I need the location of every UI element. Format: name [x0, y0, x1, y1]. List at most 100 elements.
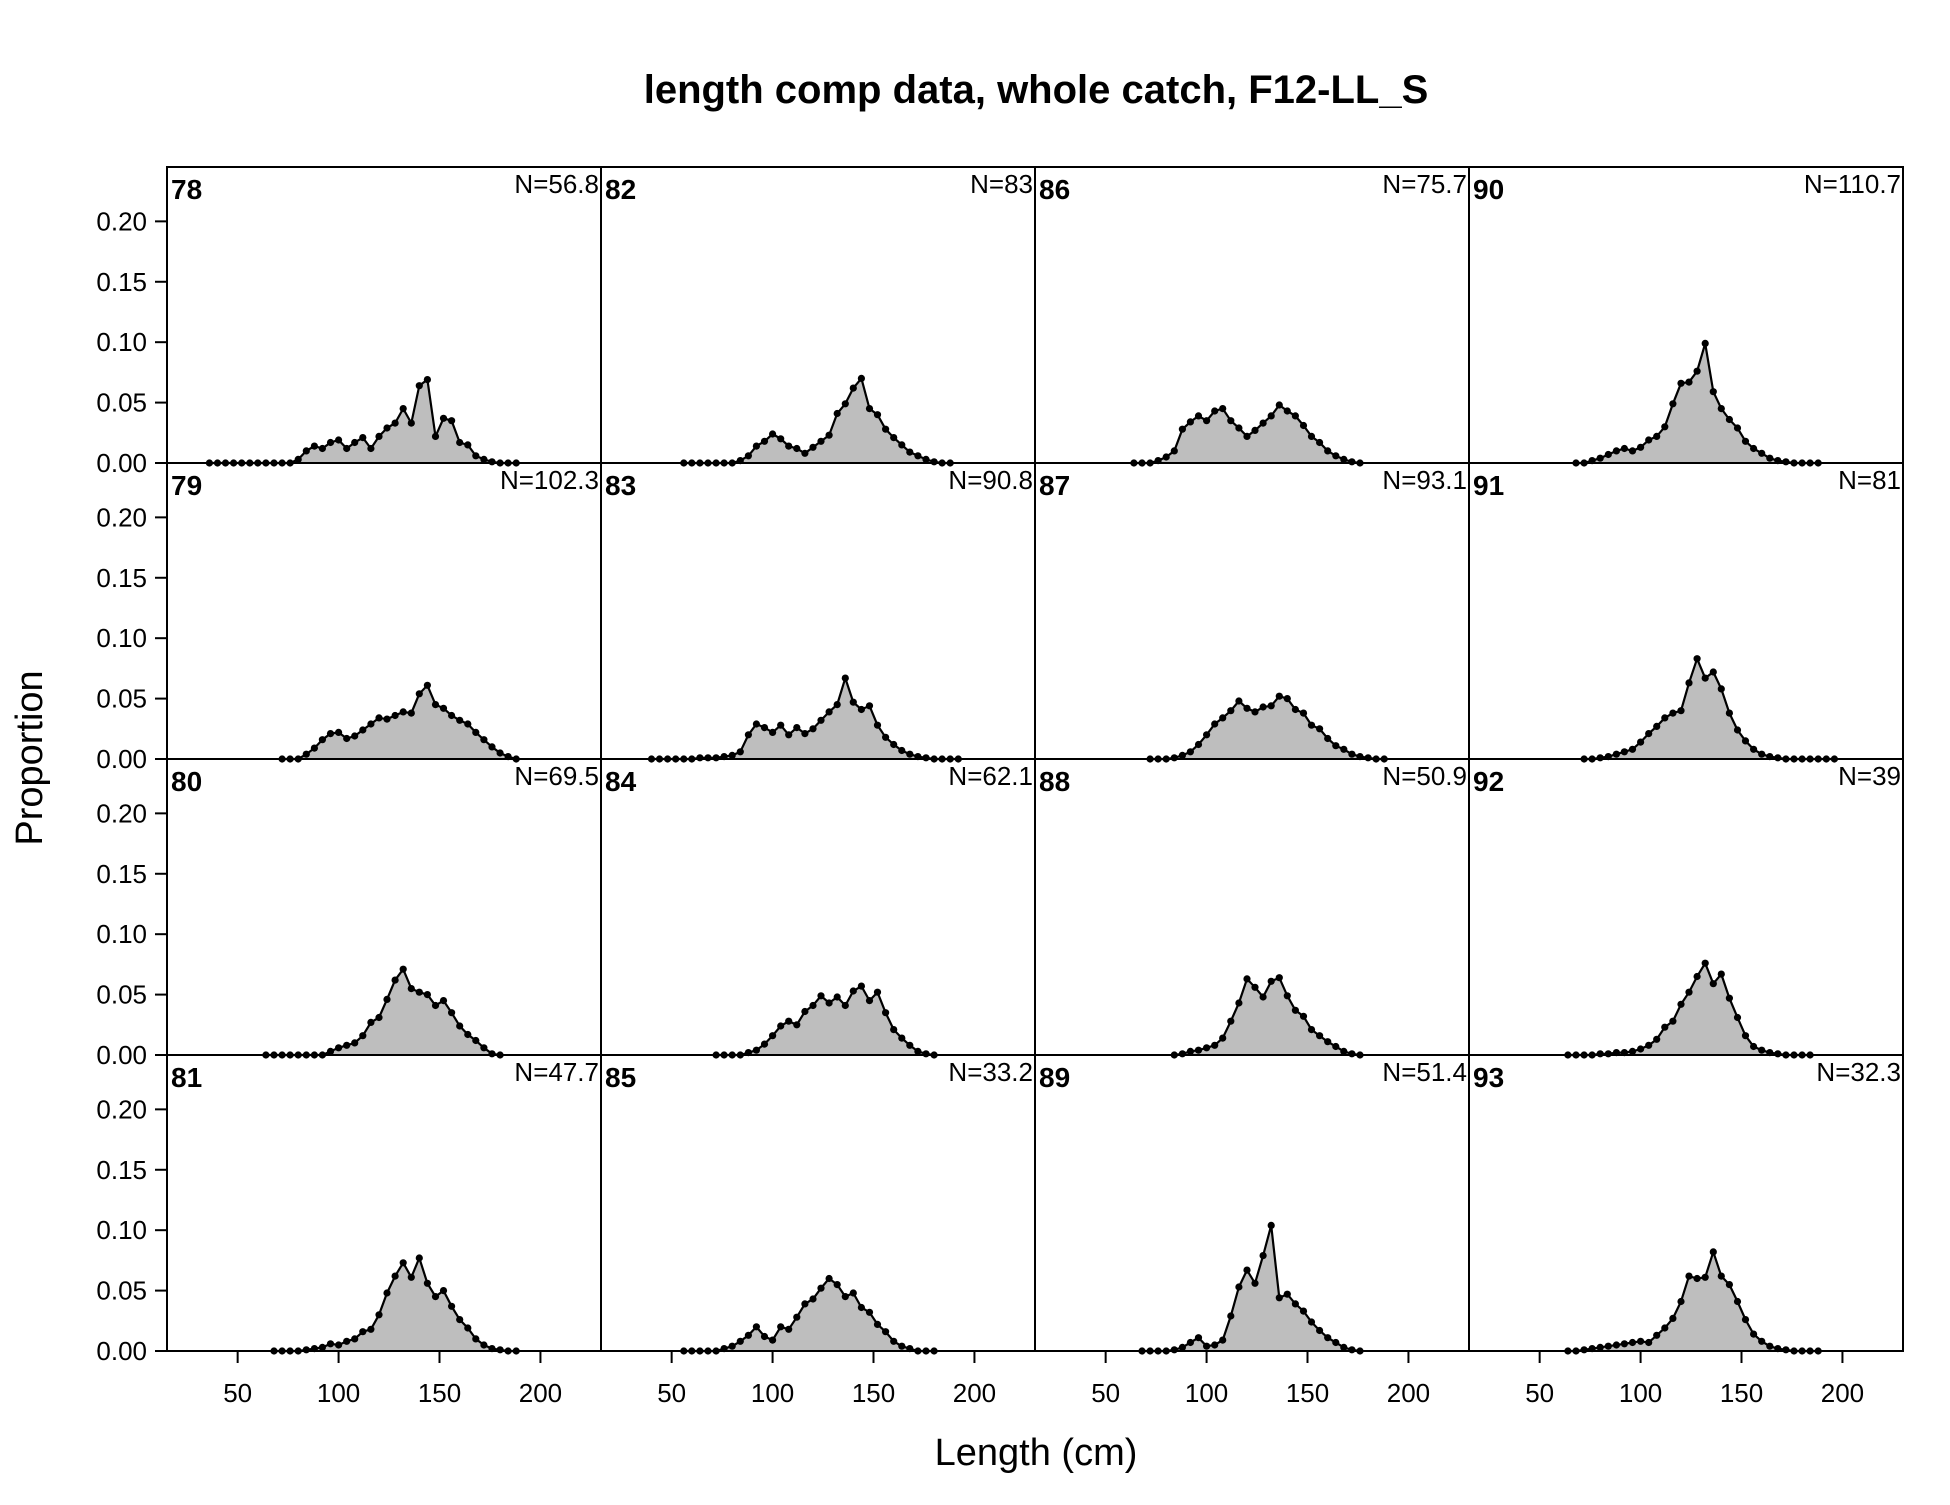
data-point [1283, 407, 1291, 415]
data-point [712, 754, 720, 762]
data-point [1725, 994, 1733, 1002]
data-point [359, 434, 367, 442]
panel-78: 78 N=56.8 0.00 0.05 0.10 0.15 0.20 [96, 166, 602, 478]
panel-87: 87 N=93.1 [1034, 462, 1470, 763]
data-point [1291, 1006, 1299, 1014]
data-point [439, 1287, 448, 1295]
data-point [1186, 748, 1194, 756]
panel-87-area [1150, 696, 1385, 759]
data-point [431, 1293, 440, 1301]
data-point [1235, 697, 1243, 705]
data-point [1243, 975, 1251, 983]
data-point [472, 452, 480, 460]
panel-n-label: N=102.3 [500, 465, 599, 495]
data-point [1259, 419, 1267, 427]
data-point [1685, 679, 1693, 687]
data-point [480, 736, 488, 744]
y-tick-label: 0.05 [96, 1276, 147, 1306]
data-point [857, 982, 866, 990]
data-point [1766, 1342, 1774, 1350]
data-point [1251, 1279, 1259, 1287]
data-point [1725, 1281, 1733, 1289]
panel-label: 82 [605, 174, 636, 205]
panel-n-label: N=83 [970, 169, 1033, 199]
data-point [1211, 720, 1219, 728]
data-point [1661, 1324, 1669, 1332]
panel-79-area [282, 685, 517, 759]
data-point [423, 1279, 431, 1287]
x-tick-label: 200 [1821, 1378, 1864, 1408]
data-point [1620, 444, 1628, 453]
panel-n-label: N=39 [1838, 761, 1901, 791]
panel-n-label: N=62.1 [948, 761, 1033, 791]
data-point [1211, 1341, 1219, 1349]
data-point [1604, 1342, 1612, 1350]
x-tick-label: 50 [657, 1378, 686, 1408]
data-point [1283, 1290, 1291, 1298]
x-tick-label: 50 [223, 1378, 252, 1408]
panel-89-area [1141, 1225, 1360, 1351]
data-point [464, 441, 472, 449]
data-point [898, 441, 906, 449]
data-point [1299, 709, 1308, 717]
data-point [1186, 1047, 1194, 1055]
data-point [1669, 1314, 1677, 1322]
y-tick-label: 0.00 [96, 744, 147, 774]
panel-label: 92 [1473, 766, 1504, 797]
data-point [841, 1001, 849, 1010]
data-point [1637, 738, 1645, 746]
data-point [760, 724, 769, 732]
panel-81-area [273, 1258, 517, 1351]
panel-89: 89 N=51.4 50 100 150 200 [1034, 1054, 1470, 1408]
data-point [1612, 1341, 1620, 1349]
data-point [1717, 1272, 1725, 1280]
data-point [890, 1026, 898, 1034]
data-point [375, 714, 383, 722]
data-point [906, 750, 914, 758]
data-point [1291, 1300, 1299, 1308]
data-point [849, 1289, 857, 1297]
data-point [1685, 988, 1693, 996]
data-point [1596, 1050, 1604, 1058]
data-point [882, 1328, 890, 1336]
data-point [1283, 992, 1291, 1000]
data-point [415, 1254, 423, 1262]
data-point [1709, 1248, 1717, 1256]
data-point [793, 1021, 801, 1029]
y-tick-label: 0.20 [96, 206, 147, 236]
data-point [1717, 405, 1725, 413]
data-point [1628, 1047, 1637, 1055]
data-point [769, 1336, 777, 1344]
data-point [825, 431, 833, 439]
data-point [1211, 407, 1219, 415]
data-point [335, 436, 343, 444]
data-point [399, 405, 407, 413]
data-point [318, 444, 326, 453]
data-point [1170, 447, 1178, 455]
y-tick-label: 0.10 [96, 327, 147, 357]
data-point [1219, 1034, 1227, 1042]
data-point [1677, 379, 1685, 387]
data-point [1669, 1017, 1677, 1025]
data-point [1203, 1342, 1211, 1350]
data-point [1299, 421, 1308, 430]
panel-label: 84 [605, 766, 637, 797]
data-point [343, 444, 351, 453]
data-point [1267, 977, 1275, 985]
data-point [801, 1300, 809, 1308]
data-point [1725, 415, 1733, 424]
data-point [480, 455, 488, 463]
data-point [809, 1001, 817, 1010]
y-tick-label: 0.10 [96, 919, 147, 949]
panel-label: 79 [171, 470, 202, 501]
data-point [760, 1040, 769, 1048]
x-tick-label: 150 [418, 1378, 461, 1408]
data-point [415, 690, 423, 698]
data-point [480, 1341, 488, 1349]
data-point [890, 740, 898, 749]
data-point [736, 1337, 744, 1345]
data-point [825, 1274, 833, 1283]
data-point [785, 1325, 793, 1333]
data-point [777, 435, 785, 443]
x-tick-label: 50 [1525, 1378, 1554, 1408]
